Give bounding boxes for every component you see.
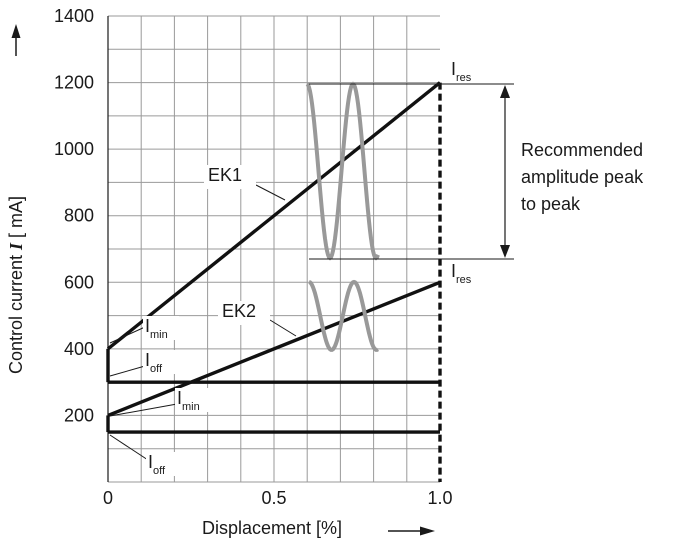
series-label-bg bbox=[204, 165, 256, 189]
y-tick-label: 800 bbox=[64, 206, 94, 226]
y-tick-label: 1200 bbox=[54, 73, 94, 93]
callout-leader-line bbox=[109, 326, 146, 344]
y-tick-label: 200 bbox=[64, 405, 94, 425]
y-tick-label: 600 bbox=[64, 272, 94, 292]
y-axis-label: Control current I [ mA] bbox=[6, 196, 26, 374]
y-axis-label-symbol: I bbox=[6, 242, 26, 251]
y-tick-label: 1000 bbox=[54, 139, 94, 159]
i-off-lower-bg bbox=[146, 452, 182, 476]
series-label-bg bbox=[218, 301, 270, 325]
tick-labels: 200 400 600 800 1000 1200 1400 0 0.5 1.0 bbox=[54, 6, 453, 508]
annotations: Imin Ioff Imin Ioff Ires Ires EK1 EK2 Recommende… bbox=[109, 59, 644, 477]
i-res-lower-label: Ires bbox=[451, 261, 472, 286]
recommended-amplitude-text: amplitude peak bbox=[521, 167, 644, 187]
dither-wave-small bbox=[308, 279, 380, 352]
x-axis-label: Displacement [%] bbox=[202, 518, 342, 538]
x-axis-arrow-icon bbox=[388, 526, 435, 536]
series-lines bbox=[106, 81, 442, 482]
series-line-ek1 bbox=[106, 81, 442, 351]
i-min-upper-bg bbox=[143, 316, 179, 340]
i-min-lower-bg bbox=[175, 388, 211, 412]
series-label-ek1: EK1 bbox=[208, 165, 242, 185]
i-off-lower-label: Ioff bbox=[148, 452, 166, 477]
series-line-ek2 bbox=[107, 280, 441, 418]
i-off-upper-bg bbox=[143, 350, 179, 374]
i-res-lower-bg bbox=[449, 261, 485, 285]
i-res-upper-bg bbox=[449, 59, 485, 83]
recommended-amplitude-text: Recommended bbox=[521, 140, 643, 160]
arrow-down-icon bbox=[500, 245, 510, 258]
grid bbox=[107, 15, 440, 483]
x-tick-label: 0.5 bbox=[261, 488, 286, 508]
callout-leader-line bbox=[109, 365, 146, 377]
i-off-upper-label: Ioff bbox=[145, 350, 163, 375]
y-tick-label: 1400 bbox=[54, 6, 94, 26]
y-tick-label: 400 bbox=[64, 339, 94, 359]
y-axis-label-unit: [ mA] bbox=[6, 196, 26, 243]
callout-leader-line bbox=[109, 403, 178, 417]
x-tick-label: 1.0 bbox=[427, 488, 452, 508]
arrow-up-icon bbox=[500, 85, 510, 98]
callout-leader-line bbox=[109, 434, 149, 461]
series-label-leader bbox=[255, 184, 286, 201]
y-axis-arrow-icon bbox=[11, 24, 21, 56]
series-label-leader bbox=[269, 319, 297, 337]
y-axis-label-prefix: Control current bbox=[6, 250, 26, 374]
series-label-ek2: EK2 bbox=[222, 301, 256, 321]
i-min-upper-label: Imin bbox=[145, 316, 168, 341]
dither-wave-large bbox=[305, 81, 380, 261]
i-min-lower-label: Imin bbox=[177, 388, 200, 413]
i-res-upper-label: Ires bbox=[451, 59, 472, 84]
recommended-amplitude-text: to peak bbox=[521, 194, 581, 214]
x-tick-label: 0 bbox=[103, 488, 113, 508]
